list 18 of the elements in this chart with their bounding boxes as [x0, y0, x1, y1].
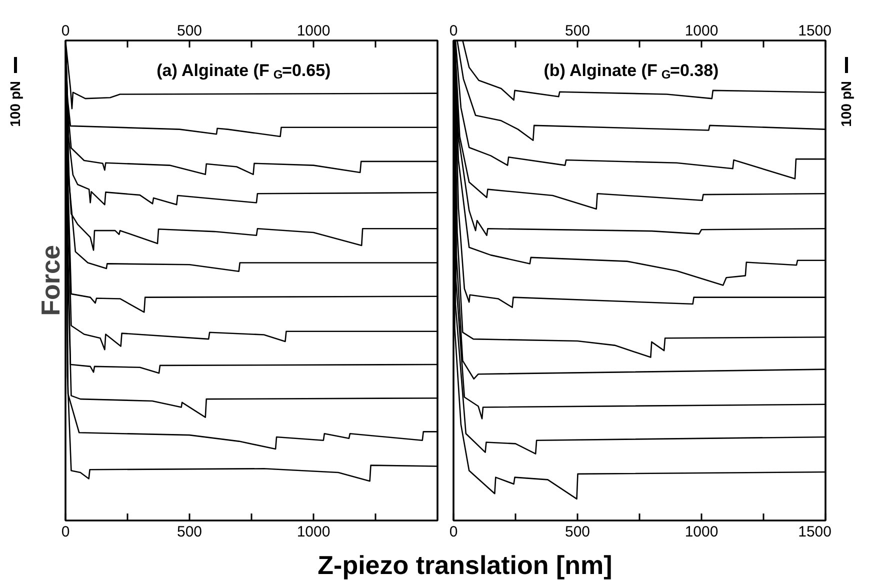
- x-tick-label: 500: [176, 22, 202, 40]
- x-tick-label: 1000: [684, 22, 718, 40]
- x-tick-label: 0: [61, 22, 70, 40]
- x2-tick-label: 500: [564, 524, 590, 540]
- x2-tick-label: 500: [176, 524, 202, 540]
- text: 100 pN: [837, 81, 855, 127]
- x-axis-title: Z-piezo translation [nm]: [318, 549, 612, 581]
- x-tick-label: 0: [449, 22, 458, 40]
- x2-tick-label: 1000: [296, 524, 330, 540]
- x-tick-label: 500: [564, 22, 590, 40]
- x-tick-label: 1000: [296, 22, 330, 40]
- x2-tick-label: 1500: [798, 524, 832, 540]
- text: 100 pN: [6, 81, 24, 127]
- x2-tick-label: 0: [449, 524, 458, 540]
- x2-tick-label: 1000: [684, 524, 718, 540]
- x-tick-label: 1500: [798, 22, 832, 40]
- y-axis-title: Force: [36, 245, 66, 316]
- x2-tick-label: 0: [61, 524, 70, 540]
